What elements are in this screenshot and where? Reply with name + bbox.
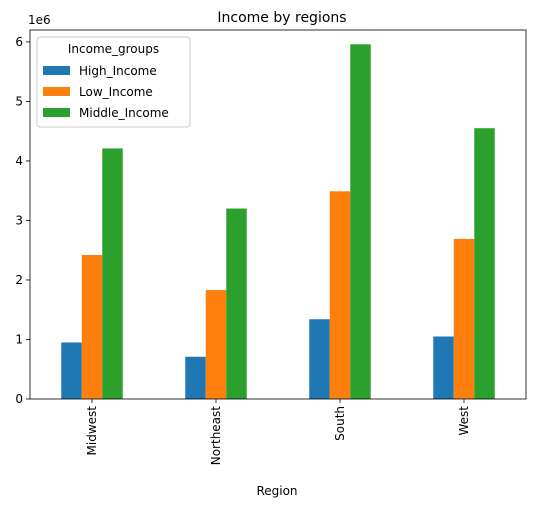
- bar-low-income-northeast: [205, 290, 227, 399]
- bar-high-income-midwest: [61, 342, 82, 399]
- bar-low-income-south: [329, 191, 351, 399]
- y-tick-label: 6: [15, 35, 23, 49]
- x-tick-label-south: South: [333, 406, 347, 441]
- bars-layer: [61, 44, 495, 400]
- legend: Income_groups High_Income Low_Income Middle…: [36, 36, 191, 128]
- bar-middle-income-west: [474, 128, 495, 400]
- y-tick-label: 5: [15, 94, 23, 108]
- legend-title: Income_groups: [68, 42, 159, 56]
- bar-low-income-midwest: [81, 254, 103, 399]
- legend-label-middle-income: Middle_Income: [79, 106, 169, 120]
- bar-middle-income-northeast: [226, 208, 247, 399]
- y-tick-label: 4: [15, 154, 23, 168]
- y-tick-label: 1: [15, 332, 23, 346]
- plot-frame: [29, 29, 527, 400]
- y-tick-label: 0: [15, 392, 23, 406]
- y-tick-label: 2: [15, 273, 23, 287]
- x-tick-label-northeast: Northeast: [209, 406, 223, 466]
- legend-swatch-high-income: [43, 66, 70, 75]
- axes-layer: 0 1 2 3 4 5 6 Midwest Northeast South West: [15, 29, 527, 466]
- x-axis-label: Region: [256, 484, 297, 498]
- legend-swatch-low-income: [43, 87, 70, 96]
- y-tick-label: 3: [15, 213, 23, 227]
- bar-middle-income-midwest: [102, 148, 123, 399]
- bar-low-income-west: [453, 238, 475, 399]
- bar-high-income-south: [309, 319, 330, 399]
- x-tick-label-west: West: [457, 406, 471, 436]
- x-tick-label-midwest: Midwest: [85, 406, 99, 456]
- legend-label-low-income: Low_Income: [79, 85, 153, 99]
- legend-frame: [36, 36, 191, 128]
- legend-swatch-middle-income: [43, 108, 70, 117]
- bar-high-income-west: [433, 336, 454, 399]
- chart-title: Income by regions: [217, 10, 346, 26]
- bar-middle-income-south: [350, 44, 371, 399]
- bar-high-income-northeast: [185, 356, 206, 399]
- y-offset-label: 1e6: [28, 13, 51, 27]
- legend-label-high-income: High_Income: [79, 64, 157, 78]
